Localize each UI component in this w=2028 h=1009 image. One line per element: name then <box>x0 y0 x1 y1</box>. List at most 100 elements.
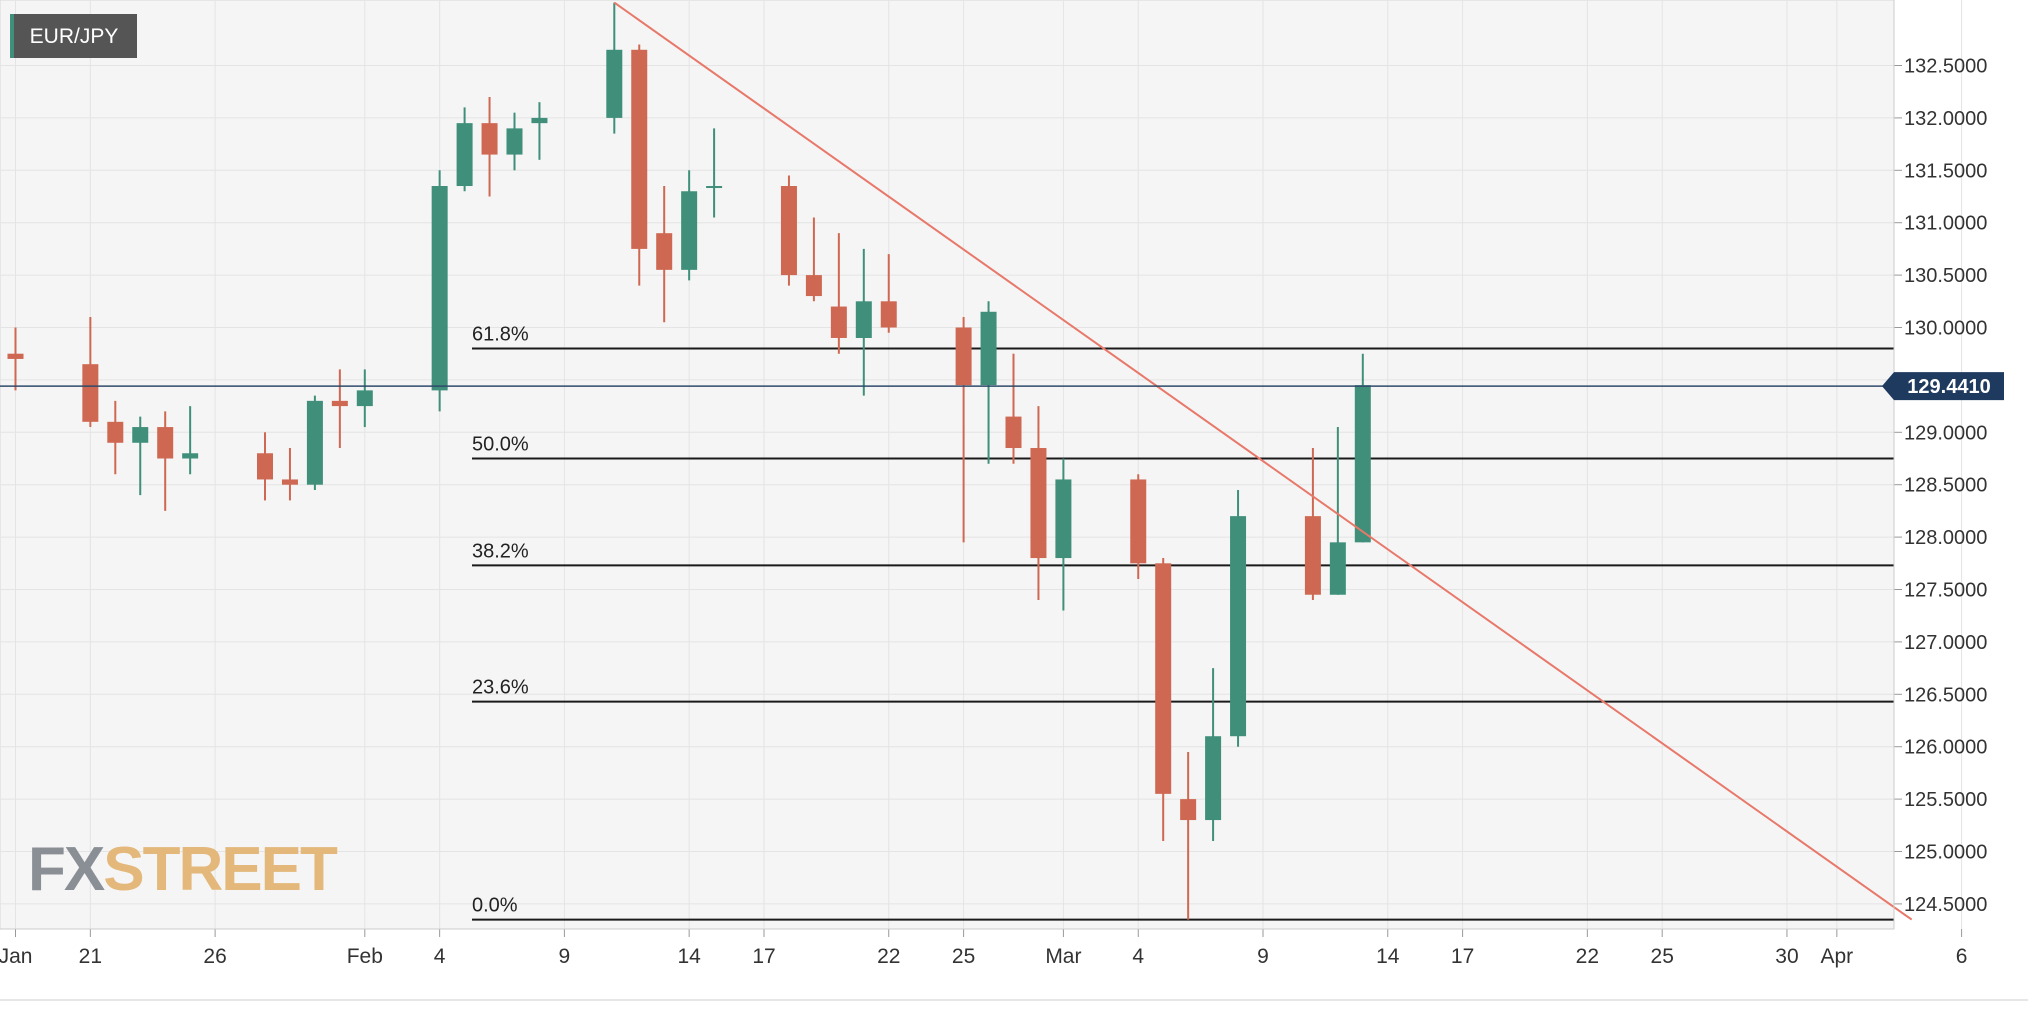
candle <box>880 254 897 333</box>
candle <box>1130 474 1147 580</box>
fib-level-label: 50.0% <box>472 434 529 456</box>
candle-body <box>257 453 273 480</box>
y-tick-label: 132.0000 <box>1904 108 1987 130</box>
x-tick-label: 4 <box>434 945 446 968</box>
candle-body <box>706 186 723 189</box>
y-tick-label: 128.0000 <box>1904 527 1987 549</box>
x-tick-label: 26 <box>203 945 226 968</box>
candle-body <box>281 479 298 485</box>
x-tick-label: 22 <box>877 945 900 968</box>
symbol-label: EUR/JPY <box>30 25 119 48</box>
candle-body <box>681 191 698 270</box>
candle <box>331 369 348 449</box>
candle-body <box>656 233 673 270</box>
candle-body <box>306 400 323 485</box>
candle <box>1005 353 1022 464</box>
symbol-badge[interactable]: EUR/JPY <box>10 14 137 58</box>
candle <box>1055 458 1072 611</box>
candle <box>182 406 199 475</box>
y-tick-label: 130.5000 <box>1904 265 1987 287</box>
x-tick-label: Mar <box>1045 945 1081 968</box>
candle <box>606 2 623 134</box>
candle <box>1354 353 1371 543</box>
candle <box>356 369 373 428</box>
candle-body <box>830 306 847 338</box>
y-tick-label: 125.0000 <box>1904 842 1987 864</box>
candle-body <box>1205 736 1222 821</box>
candle-body <box>481 123 498 155</box>
candle <box>107 400 124 475</box>
x-tick-label: 25 <box>1651 945 1674 968</box>
x-tick-label: 21 <box>79 945 102 968</box>
candle-body <box>980 311 997 386</box>
x-tick-label: 30 <box>1775 945 1798 968</box>
candle <box>456 107 473 192</box>
candle-body <box>631 49 648 249</box>
candle-body <box>1230 516 1247 737</box>
fib-level-label: 23.6% <box>472 677 529 699</box>
candle <box>281 448 298 501</box>
x-tick-label: 17 <box>752 945 775 968</box>
candle-body <box>1354 385 1371 543</box>
x-tick-label: Jan <box>0 945 32 968</box>
current-price-marker: 129.4410 <box>0 372 2004 401</box>
y-tick-label: 126.5000 <box>1904 684 1987 706</box>
x-tick-label: 4 <box>1132 945 1144 968</box>
candle <box>855 248 872 396</box>
fxstreet-watermark: FXSTREET <box>28 835 338 904</box>
candle-body <box>132 427 149 443</box>
candle <box>1205 668 1222 842</box>
fib-level-label: 61.8% <box>472 323 529 345</box>
x-tick-label: 17 <box>1451 945 1474 968</box>
candle <box>631 44 648 286</box>
candle-body <box>1304 516 1321 595</box>
candle <box>306 395 323 490</box>
candle-body <box>456 123 473 187</box>
plot-area <box>0 0 1895 930</box>
y-axis: 124.5000 125.0000 125.5000 126.0000 126.5000… <box>1893 0 1987 929</box>
candle <box>481 96 498 197</box>
candle <box>1304 448 1321 600</box>
y-tick-label: 132.5000 <box>1904 56 1987 78</box>
candle <box>82 317 99 428</box>
x-tick-label: 22 <box>1576 945 1599 968</box>
current-price-badge <box>1882 372 2004 401</box>
candle <box>506 112 523 171</box>
candle-body <box>506 128 523 155</box>
grid <box>0 0 1963 929</box>
candle <box>980 301 997 464</box>
y-tick-label: 131.0000 <box>1904 213 1987 235</box>
candle-body <box>1180 799 1197 821</box>
candle-body <box>880 301 897 328</box>
candle-body <box>1055 479 1072 559</box>
trendline <box>613 1 1913 921</box>
x-axis: Jan2126Feb4914172225Mar491417222530Apr61… <box>0 928 1968 968</box>
x-tick-label: 14 <box>677 945 701 968</box>
candle <box>1155 558 1172 842</box>
x-tick-label: Apr <box>1821 945 1854 968</box>
candle-body <box>1030 448 1047 559</box>
candle <box>157 411 174 511</box>
candle-body <box>780 186 797 276</box>
x-tick-label: 6 <box>1956 945 1968 968</box>
candle <box>1329 427 1346 595</box>
candle-body <box>855 301 872 338</box>
candle <box>830 233 847 354</box>
y-tick-label: 124.5000 <box>1904 894 1987 916</box>
candle <box>7 327 24 391</box>
y-tick-label: 131.5000 <box>1904 160 1987 182</box>
candle <box>1030 406 1047 600</box>
candle-body <box>805 275 822 297</box>
candle-body <box>7 353 24 359</box>
x-tick-label: 9 <box>1257 945 1269 968</box>
candle-body <box>431 186 448 391</box>
candle <box>706 128 723 218</box>
x-tick-label: 9 <box>559 945 571 968</box>
candle-body <box>1155 563 1172 794</box>
y-tick-label: 128.5000 <box>1904 475 1987 497</box>
fib-level-label: 38.2% <box>472 540 529 562</box>
y-tick-label: 127.0000 <box>1904 632 1987 654</box>
candle-body <box>356 390 373 407</box>
candle-body <box>107 421 124 443</box>
